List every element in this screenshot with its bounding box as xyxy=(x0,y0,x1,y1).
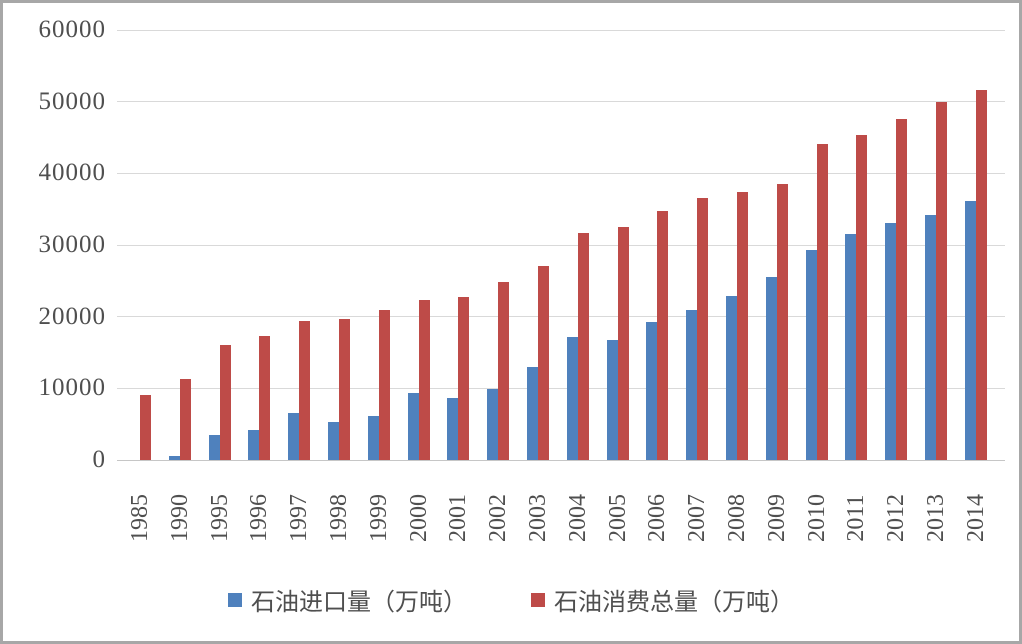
consumption-bar-1997 xyxy=(299,321,311,460)
y-axis-tick-label: 20000 xyxy=(38,302,106,330)
gridline-10000 xyxy=(117,387,1005,389)
import-bar-2002 xyxy=(487,389,499,460)
x-axis-tick-label-2002: 2002 xyxy=(485,494,512,542)
x-axis-tick-label-2011: 2011 xyxy=(843,494,870,542)
import-bar-1997 xyxy=(288,413,300,460)
x-axis-tick-label-2012: 2012 xyxy=(883,494,910,542)
import-bar-2008 xyxy=(725,296,737,460)
import-bar-1999 xyxy=(367,416,379,460)
gridline-0 xyxy=(117,459,1005,461)
x-axis-tick-label-2007: 2007 xyxy=(684,494,711,542)
legend-item-import: 石油进口量（万吨） xyxy=(228,582,467,617)
x-axis-tick-label-2003: 2003 xyxy=(524,494,551,542)
x-axis-tick-label-2009: 2009 xyxy=(763,494,790,542)
x-axis-tick-label-2000: 2000 xyxy=(405,494,432,542)
gridline-20000 xyxy=(117,316,1005,318)
consumption-bar-2008 xyxy=(736,192,748,460)
x-axis-tick-label-1995: 1995 xyxy=(206,494,233,542)
consumption-bar-2009 xyxy=(776,184,788,460)
x-axis-tick-label-2010: 2010 xyxy=(803,494,830,542)
legend-item-consumption: 石油消费总量（万吨） xyxy=(531,582,794,617)
gridline-30000 xyxy=(117,244,1005,246)
consumption-bar-1996 xyxy=(259,336,271,460)
import-bar-2001 xyxy=(447,398,459,460)
x-axis-tick-label-2005: 2005 xyxy=(604,494,631,542)
consumption-bar-1985 xyxy=(139,395,151,460)
consumption-bar-2002 xyxy=(498,282,510,460)
legend-consumption-label: 石油消费总量（万吨） xyxy=(554,590,794,616)
consumption-bar-2007 xyxy=(697,198,709,460)
x-axis-tick-label-1997: 1997 xyxy=(286,494,313,542)
import-bar-2014 xyxy=(964,201,976,460)
consumption-bar-1998 xyxy=(338,319,350,460)
gridline-50000 xyxy=(117,101,1005,103)
x-axis-tick-label-1990: 1990 xyxy=(166,494,193,542)
import-bar-2007 xyxy=(686,310,698,460)
y-axis-tick-label: 0 xyxy=(92,446,106,473)
legend: 石油进口量（万吨） 石油消费总量（万吨） xyxy=(0,582,1022,617)
consumption-bar-2012 xyxy=(896,119,908,460)
y-axis-tick-label: 60000 xyxy=(38,16,106,43)
x-axis-tick-label-1998: 1998 xyxy=(325,494,352,542)
consumption-bar-2005 xyxy=(617,227,629,460)
import-bar-2011 xyxy=(845,234,857,460)
gridline-60000 xyxy=(117,29,1005,31)
consumption-bar-1995 xyxy=(219,345,231,460)
y-axis-tick-label: 40000 xyxy=(38,159,106,187)
consumption-bar-2004 xyxy=(577,233,589,460)
legend-import-label: 石油进口量（万吨） xyxy=(251,590,467,616)
consumption-bar-2006 xyxy=(657,211,669,460)
import-bar-2006 xyxy=(646,322,658,460)
import-bar-1990 xyxy=(168,456,180,460)
import-bar-2013 xyxy=(924,215,936,460)
x-axis-tick-label-2006: 2006 xyxy=(644,494,671,542)
x-axis-tick-label-1999: 1999 xyxy=(365,494,392,542)
import-series-swatch xyxy=(228,592,242,607)
import-bar-1996 xyxy=(248,430,260,460)
import-bar-2005 xyxy=(606,340,618,460)
import-bar-2003 xyxy=(526,367,538,460)
x-axis-tick-label-2004: 2004 xyxy=(564,494,591,542)
y-axis-tick-label: 10000 xyxy=(38,374,106,402)
consumption-bar-1990 xyxy=(179,379,191,460)
x-axis-tick-label-2014: 2014 xyxy=(962,494,989,542)
y-axis-tick-label: 50000 xyxy=(38,87,106,115)
x-axis-tick-label-1985: 1985 xyxy=(126,494,153,542)
consumption-bar-2011 xyxy=(856,135,868,460)
consumption-bar-2001 xyxy=(458,297,470,460)
import-bar-1995 xyxy=(208,435,220,460)
consumption-bar-2003 xyxy=(537,266,549,460)
y-axis-tick-label: 30000 xyxy=(38,231,106,258)
consumption-series-swatch xyxy=(531,592,545,607)
import-bar-2004 xyxy=(566,337,578,460)
x-axis-tick-label-2001: 2001 xyxy=(445,494,472,542)
x-axis-tick-label-2008: 2008 xyxy=(723,494,750,542)
import-bar-2010 xyxy=(805,250,817,460)
consumption-bar-2013 xyxy=(935,102,947,460)
import-bar-1998 xyxy=(327,422,339,460)
import-bar-2009 xyxy=(765,277,777,460)
consumption-bar-2010 xyxy=(816,144,828,460)
consumption-bar-1999 xyxy=(378,310,390,460)
x-axis-tick-label-1996: 1996 xyxy=(246,494,273,542)
import-bar-2000 xyxy=(407,393,419,460)
consumption-bar-2014 xyxy=(975,90,987,460)
gridline-40000 xyxy=(117,172,1005,174)
import-bar-2012 xyxy=(885,223,897,460)
consumption-bar-2000 xyxy=(418,300,430,460)
x-axis-tick-label-2013: 2013 xyxy=(922,494,949,542)
